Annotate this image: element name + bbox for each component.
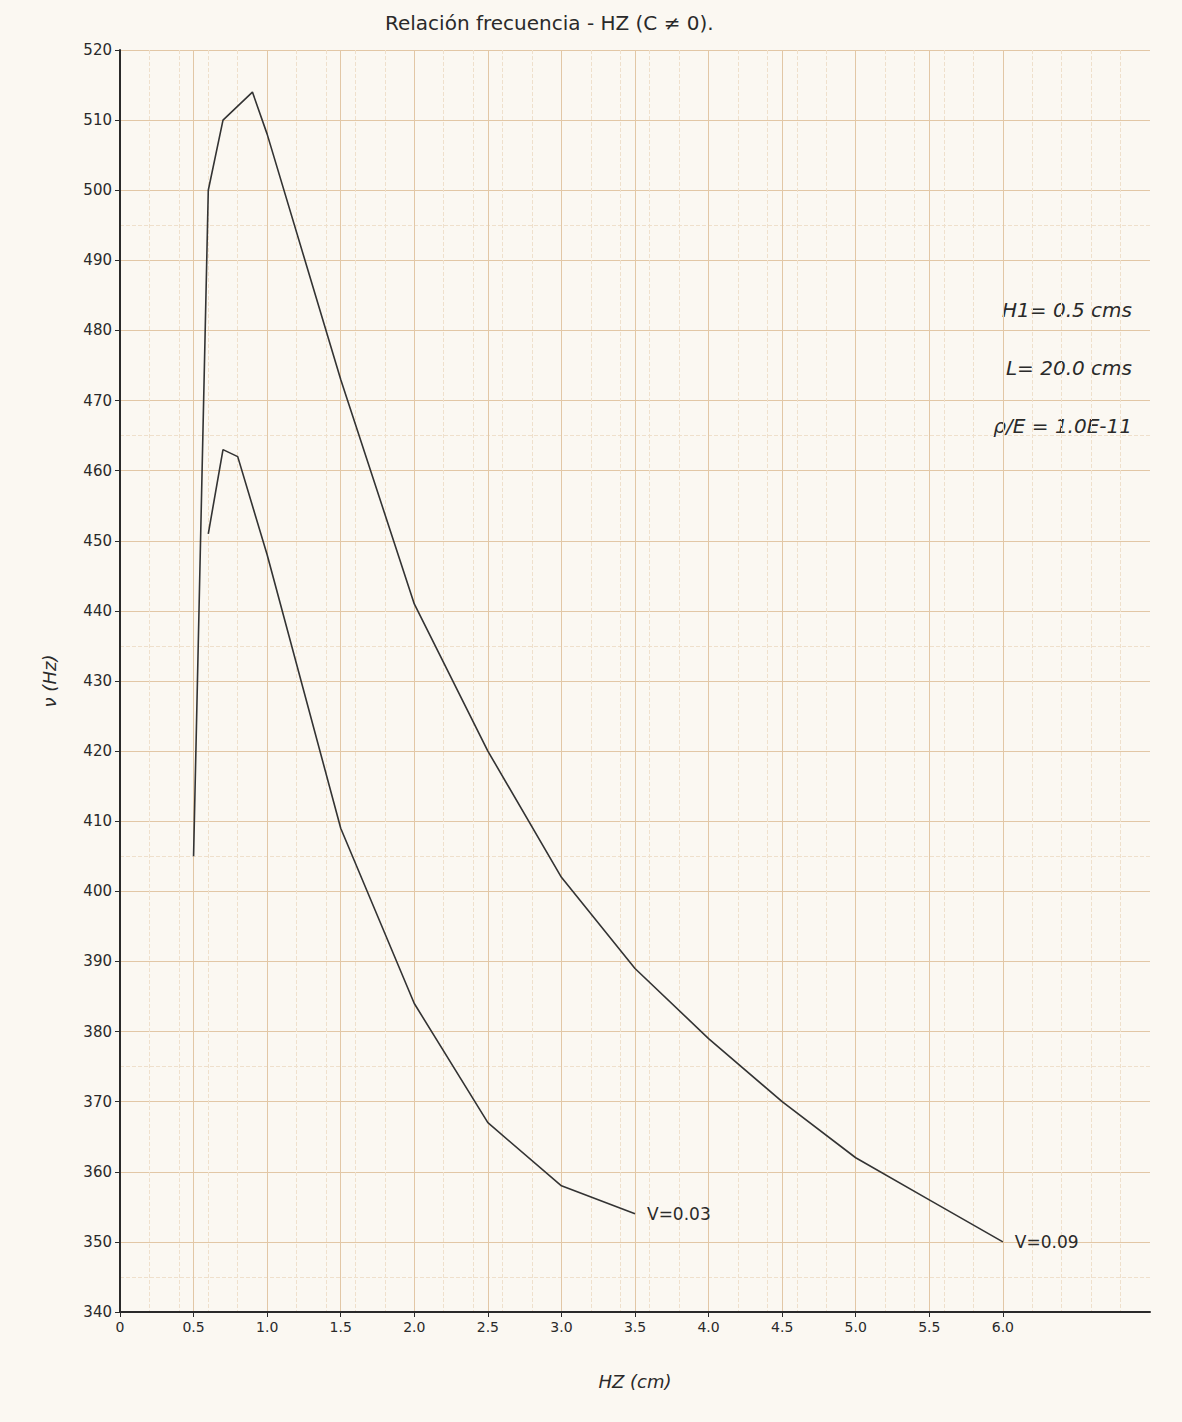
svg-text:0.5: 0.5 [182, 1319, 204, 1335]
svg-text:1.0: 1.0 [256, 1319, 278, 1335]
svg-text:3.5: 3.5 [624, 1319, 646, 1335]
svg-text:Relación frecuencia - HZ (C ≠: Relación frecuencia - HZ (C ≠ 0). [385, 11, 714, 35]
svg-text:V=0.03: V=0.03 [647, 1204, 711, 1224]
svg-text:V=0.09: V=0.09 [1015, 1232, 1079, 1252]
svg-text:400: 400 [83, 882, 112, 900]
svg-text:340: 340 [83, 1303, 112, 1321]
svg-text:430: 430 [83, 672, 112, 690]
svg-text:L= 20.0 cms: L= 20.0 cms [1006, 356, 1132, 380]
svg-text:520: 520 [83, 41, 112, 59]
svg-text:440: 440 [83, 602, 112, 620]
svg-text:ν (Hz): ν (Hz) [39, 655, 60, 708]
svg-text:510: 510 [83, 111, 112, 129]
svg-text:2.0: 2.0 [403, 1319, 425, 1335]
svg-text:5.0: 5.0 [845, 1319, 867, 1335]
svg-text:ρ/E = 1.0E-11: ρ/E = 1.0E-11 [993, 414, 1132, 438]
svg-text:470: 470 [83, 392, 112, 410]
svg-text:1.5: 1.5 [330, 1319, 352, 1335]
svg-text:500: 500 [83, 181, 112, 199]
svg-text:370: 370 [83, 1093, 112, 1111]
svg-text:460: 460 [83, 462, 112, 480]
svg-text:490: 490 [83, 251, 112, 269]
svg-text:390: 390 [83, 952, 112, 970]
svg-text:4.5: 4.5 [771, 1319, 793, 1335]
svg-text:6.0: 6.0 [992, 1319, 1014, 1335]
svg-text:380: 380 [83, 1023, 112, 1041]
svg-text:410: 410 [83, 812, 112, 830]
svg-text:350: 350 [83, 1233, 112, 1251]
svg-text:5.5: 5.5 [918, 1319, 940, 1335]
svg-text:H1= 0.5 cms: H1= 0.5 cms [1002, 298, 1132, 322]
svg-text:HZ (cm): HZ (cm) [598, 1371, 671, 1392]
svg-text:2.5: 2.5 [477, 1319, 499, 1335]
svg-text:0: 0 [116, 1319, 125, 1335]
svg-text:4.0: 4.0 [697, 1319, 719, 1335]
svg-text:450: 450 [83, 532, 112, 550]
svg-text:3.0: 3.0 [550, 1319, 572, 1335]
svg-text:480: 480 [83, 321, 112, 339]
svg-text:360: 360 [83, 1163, 112, 1181]
svg-text:420: 420 [83, 742, 112, 760]
